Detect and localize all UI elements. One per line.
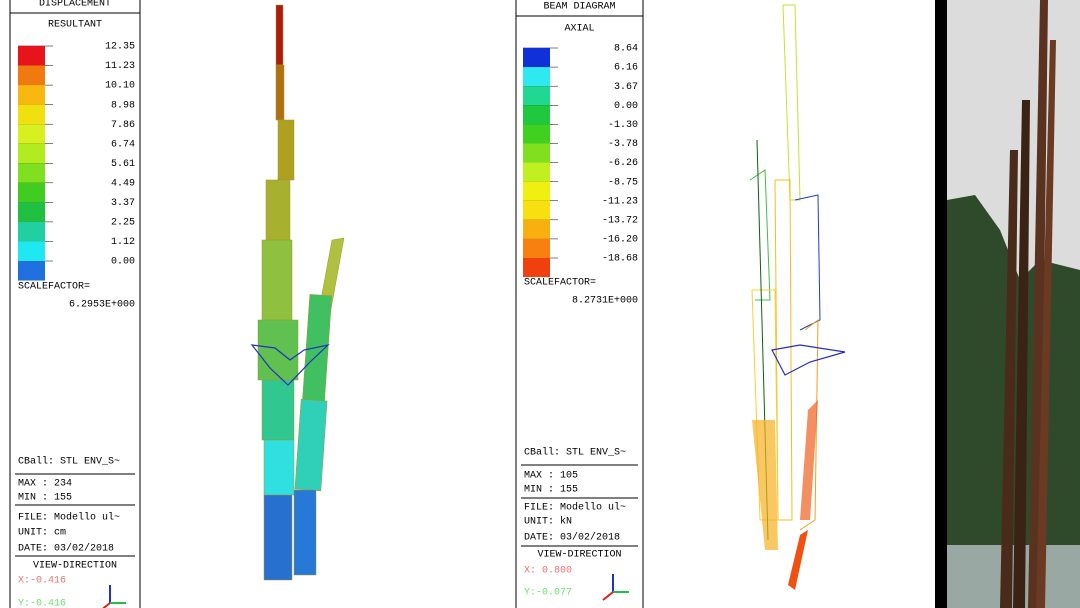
axis-icon bbox=[602, 591, 614, 601]
info-max: MAX : 234 bbox=[18, 479, 72, 490]
legend-swatch bbox=[18, 124, 45, 144]
legend-swatch bbox=[523, 105, 550, 125]
photo bbox=[947, 0, 1080, 608]
info-date: DATE: 03/02/2018 bbox=[524, 532, 620, 544]
view-x: X: 0.800 bbox=[524, 566, 572, 577]
legend-label: 12.35 bbox=[105, 42, 135, 53]
divider bbox=[935, 0, 947, 608]
legend-label: 7.86 bbox=[111, 120, 135, 131]
view-title: VIEW-DIRECTION bbox=[33, 561, 117, 572]
info-min: MIN : 155 bbox=[18, 493, 72, 504]
legend-label: 11.23 bbox=[105, 61, 135, 72]
view-y: Y:-0.077 bbox=[524, 588, 572, 599]
legend-label: 5.61 bbox=[111, 159, 135, 170]
legend-label: -16.20 bbox=[602, 235, 638, 246]
legend-label: 4.49 bbox=[111, 178, 135, 189]
legend-label: -1.30 bbox=[608, 120, 638, 131]
legend-swatch bbox=[18, 65, 45, 86]
view-y: Y:-0.416 bbox=[18, 599, 66, 608]
legend-label: 3.37 bbox=[111, 198, 135, 209]
legend-swatch bbox=[18, 182, 45, 203]
legend-swatch bbox=[18, 202, 45, 222]
legend-swatch bbox=[523, 143, 550, 163]
info-max: MAX : 105 bbox=[524, 471, 578, 482]
legend-label: -8.75 bbox=[608, 177, 638, 188]
legend-swatch bbox=[523, 124, 550, 144]
legend-swatch bbox=[523, 48, 550, 68]
legend-label: 6.74 bbox=[111, 139, 135, 150]
legend-label: -13.72 bbox=[602, 215, 638, 226]
legend-swatch bbox=[523, 258, 550, 278]
displacement-model bbox=[250, 4, 345, 581]
legend-label: 6.16 bbox=[614, 63, 638, 74]
info-cball: CBall: STL ENV_S~ bbox=[18, 456, 120, 468]
info-unit: UNIT: kN bbox=[524, 516, 572, 528]
legend-swatch bbox=[18, 143, 45, 164]
legend-swatch bbox=[18, 163, 45, 183]
scale-label: SCALEFACTOR= bbox=[524, 278, 596, 289]
scale-value: 6.2953E+000 bbox=[69, 300, 135, 311]
legend-swatch bbox=[523, 162, 550, 182]
legend-swatch bbox=[18, 241, 45, 261]
axis-icon bbox=[102, 602, 111, 608]
legend-swatch bbox=[523, 181, 550, 201]
panel-title: BEAM DIAGRAM bbox=[543, 2, 615, 13]
info-file: FILE: Modello ul~ bbox=[18, 512, 120, 524]
legend-label: 8.64 bbox=[614, 44, 638, 55]
legend-swatch bbox=[523, 219, 550, 239]
legend-swatch bbox=[523, 67, 550, 87]
info-min: MIN : 155 bbox=[524, 485, 578, 496]
view-title: VIEW-DIRECTION bbox=[537, 550, 621, 561]
scale-value: 8.2731E+000 bbox=[572, 296, 638, 307]
legend-label: -18.68 bbox=[602, 254, 638, 265]
legend-swatch bbox=[523, 86, 550, 106]
legend-label: 10.10 bbox=[105, 81, 135, 92]
legend-label: 8.98 bbox=[111, 100, 135, 111]
panel-subtitle: RESULTANT bbox=[48, 20, 102, 31]
info-date: DATE: 03/02/2018 bbox=[18, 543, 114, 555]
legend-swatch bbox=[523, 200, 550, 220]
view-x: X:-0.416 bbox=[18, 576, 66, 587]
legend-swatch bbox=[18, 85, 45, 105]
legend-swatch bbox=[523, 238, 550, 258]
legend-swatch bbox=[18, 46, 45, 66]
panel-title: DISPLACEMENT bbox=[39, 0, 111, 10]
legend-label: -3.78 bbox=[608, 139, 638, 150]
scale-label: SCALEFACTOR= bbox=[18, 282, 90, 293]
legend-swatch bbox=[18, 221, 45, 242]
legend-label: 2.25 bbox=[111, 218, 135, 229]
legend-swatch bbox=[18, 261, 45, 281]
legend-swatch bbox=[18, 104, 45, 125]
info-file: FILE: Modello ul~ bbox=[524, 502, 626, 514]
beam-model bbox=[749, 4, 846, 590]
legend-label: -11.23 bbox=[602, 196, 638, 207]
panel-subtitle: AXIAL bbox=[564, 24, 594, 35]
legend-label: 1.12 bbox=[111, 237, 135, 248]
legend-label: 3.67 bbox=[614, 82, 638, 93]
info-unit: UNIT: cm bbox=[18, 528, 66, 539]
info-cball: CBall: STL ENV_S~ bbox=[524, 447, 626, 459]
legend-label: -6.26 bbox=[608, 158, 638, 169]
legend-label: 0.00 bbox=[614, 101, 638, 112]
legend-label: 0.00 bbox=[111, 257, 135, 268]
